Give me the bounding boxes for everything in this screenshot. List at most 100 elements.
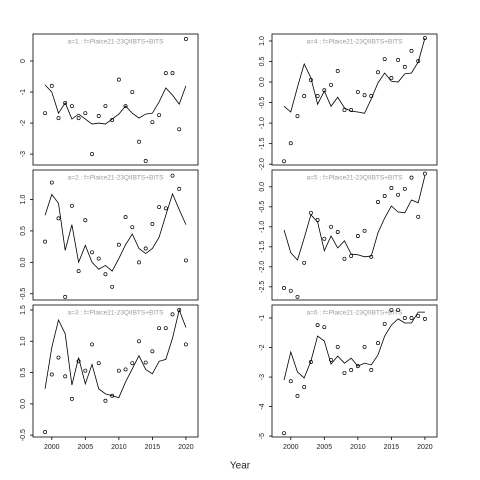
data-point (170, 173, 175, 178)
y-tick-label: -0.5 (259, 201, 266, 213)
x-tick-label: 2000 (283, 444, 299, 451)
data-point (150, 222, 155, 226)
y-tick-label: -1 (20, 89, 27, 95)
data-point (43, 430, 48, 434)
y-tick-label: 1.5 (20, 305, 27, 315)
y-tick-label: 1.0 (259, 36, 266, 46)
y-tick-label: 0.0 (20, 399, 27, 409)
data-point (355, 89, 360, 94)
data-point (96, 361, 101, 366)
data-point (308, 210, 313, 215)
y-tick-label: -2 (20, 120, 27, 126)
data-point (177, 127, 182, 132)
panel-frame (271, 33, 438, 166)
data-point (43, 111, 48, 116)
x-tick-label: 2015 (145, 444, 161, 451)
y-tick-label: -2.0 (259, 261, 266, 273)
y-tick-label: 0.0 (259, 77, 266, 87)
panel-title: a=5 : f=Plaice21-23QIIBTS+BITS (307, 175, 404, 182)
data-point (382, 194, 387, 198)
data-point (157, 113, 162, 117)
fit-line (44, 84, 187, 125)
y-tick-label: -4 (259, 403, 266, 409)
data-point (382, 321, 387, 326)
data-point (103, 398, 108, 403)
y-tick-label: -3 (20, 151, 27, 157)
y-tick-label: 0.5 (259, 57, 266, 67)
data-point (355, 364, 360, 369)
data-point (63, 294, 68, 299)
data-point (116, 77, 121, 82)
data-point (342, 108, 347, 112)
y-tick-label: -3 (259, 374, 266, 380)
data-point (157, 205, 162, 210)
data-point (422, 171, 427, 176)
data-point (362, 228, 367, 233)
data-point (56, 355, 61, 360)
panel-title: a=3 : f=Plaice21-23QIIBTS+BITS (68, 310, 165, 317)
data-point (63, 100, 68, 105)
data-point (422, 316, 427, 321)
data-point (170, 71, 175, 76)
data-point (295, 394, 300, 398)
data-point (335, 344, 340, 349)
data-point (389, 186, 394, 190)
y-tick-label: 1.0 (20, 195, 27, 205)
data-point (116, 368, 121, 373)
data-point (183, 258, 188, 263)
data-point (402, 64, 407, 69)
data-point (170, 312, 175, 317)
data-point (362, 344, 367, 349)
data-point (103, 104, 108, 108)
data-point (90, 152, 94, 157)
data-point (183, 37, 188, 41)
data-point (329, 224, 333, 229)
data-point (49, 83, 54, 88)
data-point (362, 93, 367, 98)
data-point (396, 57, 401, 62)
x-tick-label: 2000 (44, 444, 60, 451)
data-point (69, 203, 74, 208)
data-point (288, 141, 293, 146)
y-tick-label: -0.5 (20, 429, 27, 441)
panel-title: a=1 : f=Plaice21-23QIIBTS+BITS (68, 39, 165, 46)
data-point (49, 180, 54, 185)
data-point (335, 69, 340, 73)
data-point (130, 361, 135, 366)
y-tick-label: -2.5 (259, 281, 266, 293)
data-point (342, 256, 347, 261)
y-tick-label: 0.0 (259, 182, 266, 192)
data-point (137, 339, 141, 344)
panel-title: a=2 : f=Plaice21-23QIIBTS+BITS (68, 175, 165, 182)
data-point (137, 139, 141, 144)
data-point (288, 288, 293, 293)
data-point (90, 342, 94, 347)
data-point (69, 104, 74, 108)
data-point (123, 104, 128, 108)
data-point (349, 254, 354, 258)
data-point (150, 349, 155, 354)
data-point (409, 175, 414, 180)
y-tick-label: -0.5 (259, 96, 266, 108)
data-point (329, 82, 333, 87)
y-tick-label: -1.0 (259, 117, 266, 129)
data-point (69, 396, 74, 401)
data-point (157, 326, 162, 331)
data-point (416, 313, 421, 318)
data-point (49, 372, 54, 377)
y-tick-label: 0.5 (20, 368, 27, 378)
data-point (302, 385, 307, 390)
data-point (83, 111, 88, 116)
data-point (163, 326, 168, 331)
data-point (315, 94, 320, 98)
data-point (116, 242, 121, 247)
data-point (416, 214, 421, 219)
y-tick-label: -0.5 (20, 288, 27, 300)
fit-line (283, 311, 425, 381)
y-tick-label: 1.0 (20, 336, 27, 346)
fit-line (44, 308, 187, 399)
panel-title: a=6 : f=Plaice21-23QIIBTS+BITS (307, 310, 404, 317)
data-point (63, 374, 68, 379)
data-point (83, 368, 88, 373)
data-point (96, 114, 101, 118)
